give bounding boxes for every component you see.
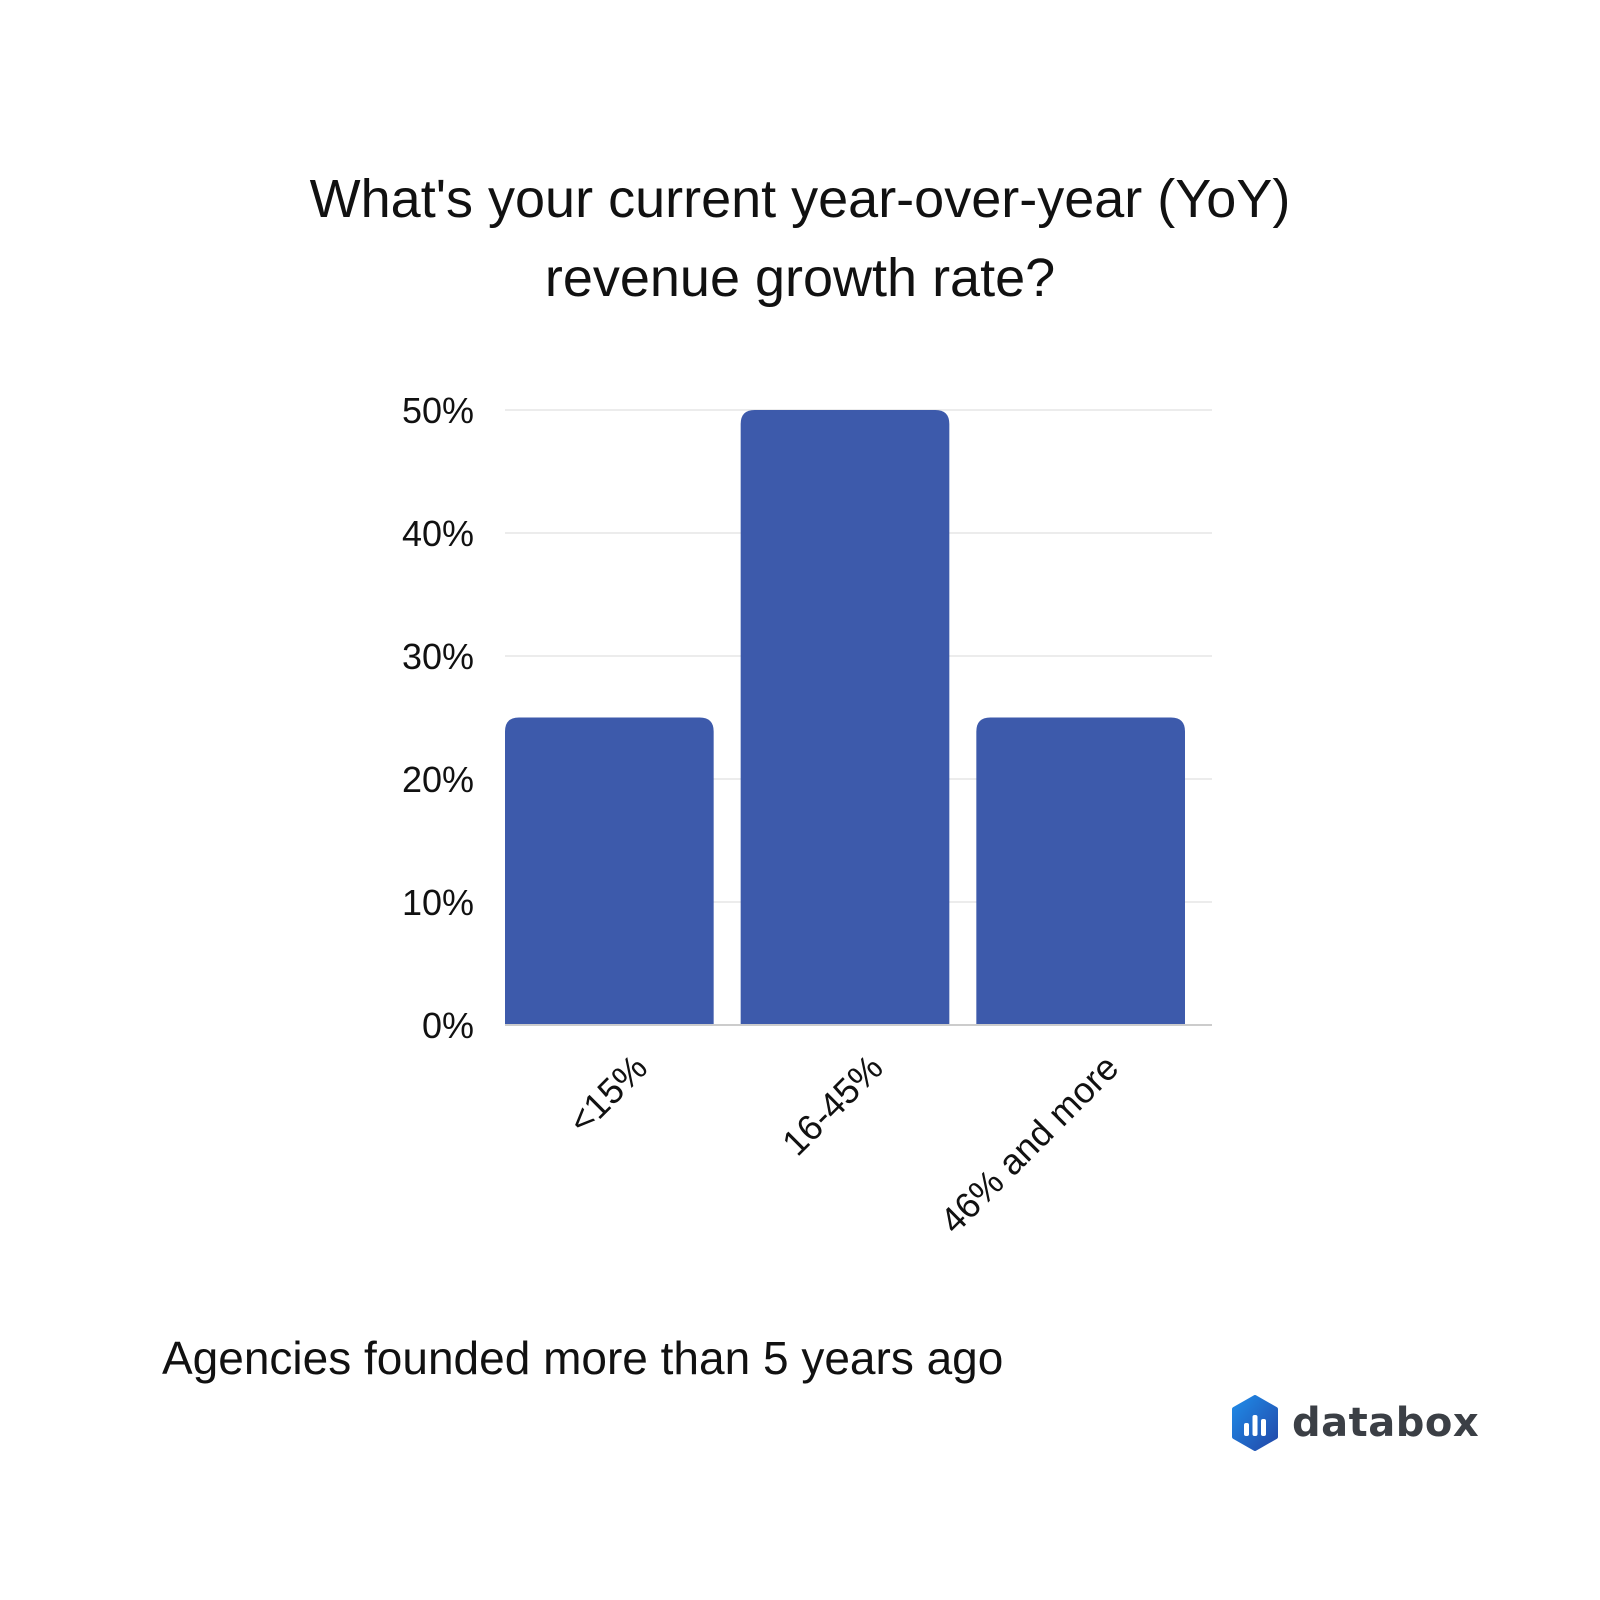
y-tick-label: 0% bbox=[422, 1005, 474, 1046]
chart-caption: Agencies founded more than 5 years ago bbox=[162, 1332, 1004, 1384]
y-tick-labels: 0% 10% 20% 30% 40% 50% bbox=[402, 390, 474, 1046]
y-tick-label: 20% bbox=[402, 759, 474, 800]
bar bbox=[976, 717, 1185, 1025]
bars bbox=[505, 410, 1185, 1025]
bar-chart: 0% 10% 20% 30% 40% 50% <15% 16-45% 46% and more bbox=[402, 390, 1212, 1242]
chart-title-line-2: revenue growth rate? bbox=[544, 248, 1056, 308]
databox-logo-icon bbox=[1232, 1395, 1278, 1451]
brand-name: databox bbox=[1292, 1400, 1480, 1446]
x-tick-label: 16-45% bbox=[774, 1047, 891, 1164]
chart-title-line-1: What's your current year-over-year (YoY) bbox=[309, 169, 1291, 229]
x-tick-label: 46% and more bbox=[932, 1047, 1127, 1242]
y-tick-label: 30% bbox=[402, 636, 474, 677]
y-tick-label: 40% bbox=[402, 513, 474, 554]
chart-title: What's your current year-over-year (YoY)… bbox=[0, 160, 1600, 318]
y-tick-label: 50% bbox=[402, 390, 474, 431]
x-tick-labels: <15% 16-45% 46% and more bbox=[560, 1047, 1126, 1242]
brand-logo: databox bbox=[1230, 1395, 1479, 1451]
x-tick-label: <15% bbox=[560, 1047, 655, 1142]
bar bbox=[740, 410, 950, 1025]
y-tick-label: 10% bbox=[402, 882, 474, 923]
bar bbox=[505, 717, 714, 1025]
